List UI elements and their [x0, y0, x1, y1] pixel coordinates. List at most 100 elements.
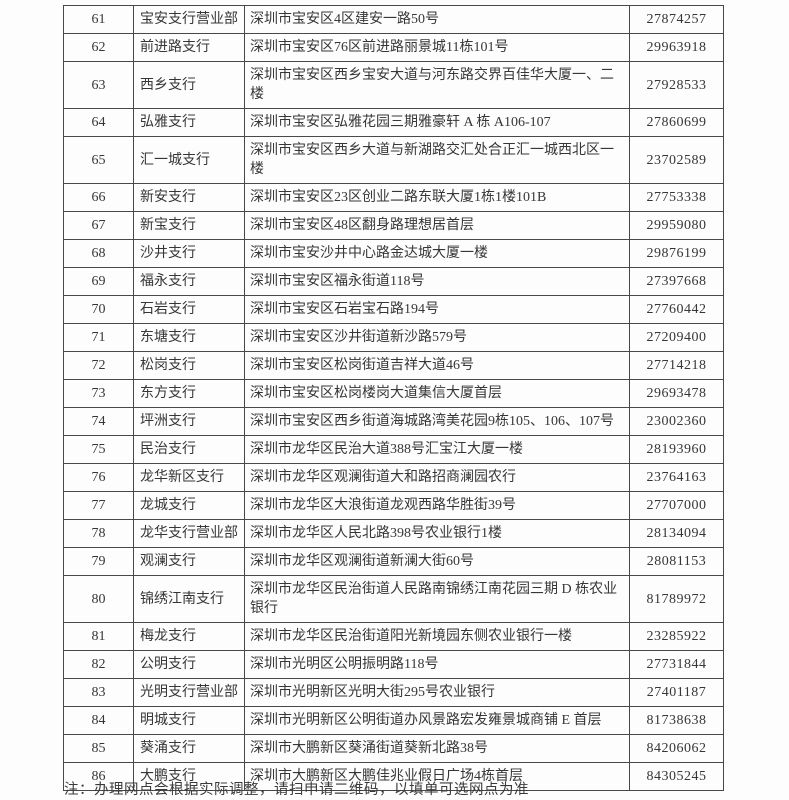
branch-row: 63 西乡支行 深圳市宝安区西乡宝安大道与河东路交界百佳华大厦一、二楼 2792… [63, 61, 724, 109]
branch-name-cell: 观澜支行 [133, 547, 245, 576]
row-number-cell: 62 [63, 33, 134, 62]
branch-phone-cell: 27397668 [629, 267, 724, 296]
branch-address-cell: 深圳市宝安区西乡大道与新湖路交汇处合正汇一城西北区一楼 [244, 136, 630, 184]
branch-address-cell: 深圳市宝安沙井中心路金达城大厦一楼 [244, 239, 630, 268]
branch-address-cell: 深圳市宝安区松岗街道吉祥大道46号 [244, 351, 630, 380]
branch-phone-cell: 28081153 [629, 547, 724, 576]
branch-address-cell: 深圳市龙华区大浪街道龙观西路华胜街39号 [244, 491, 630, 520]
branch-name-cell: 梅龙支行 [133, 622, 245, 651]
row-number-cell: 63 [63, 61, 134, 109]
branch-phone-cell: 27928533 [629, 61, 724, 109]
branch-phone-cell: 27707000 [629, 491, 724, 520]
branch-name-cell: 坪洲支行 [133, 407, 245, 436]
row-number-cell: 78 [63, 519, 134, 548]
branch-phone-cell: 84305245 [629, 762, 724, 791]
branch-row: 79 观澜支行 深圳市龙华区观澜街道新澜大街60号 28081153 [63, 547, 724, 576]
branch-address-cell: 深圳市龙华区人民北路398号农业银行1楼 [244, 519, 630, 548]
branch-row: 74 坪洲支行 深圳市宝安区西乡街道海城路湾美花园9栋105、106、107号 … [63, 407, 724, 436]
branch-phone-cell: 29876199 [629, 239, 724, 268]
branch-address-cell: 深圳市宝安区23区创业二路东联大厦1栋1楼101B [244, 183, 630, 212]
branch-address-cell: 深圳市宝安区西乡街道海城路湾美花园9栋105、106、107号 [244, 407, 630, 436]
row-number-cell: 64 [63, 108, 134, 137]
branch-row: 76 龙华新区支行 深圳市龙华区观澜街道大和路招商澜园农行 23764163 [63, 463, 724, 492]
branch-address-cell: 深圳市宝安区弘雅花园三期雅豪轩 A 栋 A106-107 [244, 108, 630, 137]
row-number-cell: 77 [63, 491, 134, 520]
branch-name-cell: 新安支行 [133, 183, 245, 212]
branch-name-cell: 龙华新区支行 [133, 463, 245, 492]
branch-row: 72 松岗支行 深圳市宝安区松岗街道吉祥大道46号 27714218 [63, 351, 724, 380]
branch-phone-cell: 27209400 [629, 323, 724, 352]
bank-branch-table: 61 宝安支行营业部 深圳市宝安区4区建安一路50号 27874257 62 前… [63, 5, 724, 791]
branch-name-cell: 龙城支行 [133, 491, 245, 520]
row-number-cell: 70 [63, 295, 134, 324]
branch-row: 71 东塘支行 深圳市宝安区沙井街道新沙路579号 27209400 [63, 323, 724, 352]
branch-name-cell: 石岩支行 [133, 295, 245, 324]
row-number-cell: 76 [63, 463, 134, 492]
row-number-cell: 80 [63, 575, 134, 623]
row-number-cell: 61 [63, 5, 134, 34]
branch-row: 66 新安支行 深圳市宝安区23区创业二路东联大厦1栋1楼101B 277533… [63, 183, 724, 212]
row-number-cell: 74 [63, 407, 134, 436]
row-number-cell: 79 [63, 547, 134, 576]
branch-address-cell: 深圳市宝安区沙井街道新沙路579号 [244, 323, 630, 352]
branch-row: 77 龙城支行 深圳市龙华区大浪街道龙观西路华胜街39号 27707000 [63, 491, 724, 520]
branch-address-cell: 深圳市大鹏新区葵涌街道葵新北路38号 [244, 734, 630, 763]
branch-row: 70 石岩支行 深圳市宝安区石岩宝石路194号 27760442 [63, 295, 724, 324]
branch-address-cell: 深圳市宝安区石岩宝石路194号 [244, 295, 630, 324]
branch-row: 69 福永支行 深圳市宝安区福永街道118号 27397668 [63, 267, 724, 296]
row-number-cell: 81 [63, 622, 134, 651]
branch-address-cell: 深圳市宝安区松岗楼岗大道集信大厦首层 [244, 379, 630, 408]
table-body: 61 宝安支行营业部 深圳市宝安区4区建安一路50号 27874257 62 前… [63, 5, 724, 791]
branch-name-cell: 明城支行 [133, 706, 245, 735]
branch-row: 62 前进路支行 深圳市宝安区76区前进路丽景城11栋101号 29963918 [63, 33, 724, 62]
branch-row: 78 龙华支行营业部 深圳市龙华区人民北路398号农业银行1楼 28134094 [63, 519, 724, 548]
branch-phone-cell: 23702589 [629, 136, 724, 184]
branch-address-cell: 深圳市宝安区福永街道118号 [244, 267, 630, 296]
row-number-cell: 71 [63, 323, 134, 352]
branch-phone-cell: 29959080 [629, 211, 724, 240]
branch-row: 84 明城支行 深圳市光明新区公明街道办风景路宏发雍景城商铺 E 首层 8173… [63, 706, 724, 735]
row-number-cell: 85 [63, 734, 134, 763]
branch-row: 73 东方支行 深圳市宝安区松岗楼岗大道集信大厦首层 29693478 [63, 379, 724, 408]
row-number-cell: 75 [63, 435, 134, 464]
branch-name-cell: 沙井支行 [133, 239, 245, 268]
branch-name-cell: 锦绣江南支行 [133, 575, 245, 623]
branch-row: 86 大鹏支行 深圳市大鹏新区大鹏佳兆业假日广场4栋首层 84305245 [63, 762, 724, 791]
row-number-cell: 83 [63, 678, 134, 707]
row-number-cell: 66 [63, 183, 134, 212]
branch-name-cell: 前进路支行 [133, 33, 245, 62]
branch-name-cell: 东方支行 [133, 379, 245, 408]
branch-address-cell: 深圳市宝安区48区翻身路理想居首层 [244, 211, 630, 240]
branch-row: 61 宝安支行营业部 深圳市宝安区4区建安一路50号 27874257 [63, 5, 724, 34]
footnote: 注：办理网点会根据实际调整，请扫申请二维码，以填单可选网点为准 [64, 782, 529, 798]
branch-name-cell: 民治支行 [133, 435, 245, 464]
branch-address-cell: 深圳市宝安区西乡宝安大道与河东路交界百佳华大厦一、二楼 [244, 61, 630, 109]
branch-address-cell: 深圳市光明新区公明街道办风景路宏发雍景城商铺 E 首层 [244, 706, 630, 735]
branch-name-cell: 汇一城支行 [133, 136, 245, 184]
branch-phone-cell: 27731844 [629, 650, 724, 679]
branch-phone-cell: 27401187 [629, 678, 724, 707]
row-number-cell: 86 [63, 762, 134, 791]
branch-row: 85 葵涌支行 深圳市大鹏新区葵涌街道葵新北路38号 84206062 [63, 734, 724, 763]
branch-phone-cell: 28193960 [629, 435, 724, 464]
branch-name-cell: 宝安支行营业部 [133, 5, 245, 34]
row-number-cell: 69 [63, 267, 134, 296]
branch-phone-cell: 81738638 [629, 706, 724, 735]
branch-name-cell: 龙华支行营业部 [133, 519, 245, 548]
branch-name-cell: 新宝支行 [133, 211, 245, 240]
branch-name-cell: 葵涌支行 [133, 734, 245, 763]
branch-phone-cell: 29963918 [629, 33, 724, 62]
branch-phone-cell: 27760442 [629, 295, 724, 324]
branch-row: 83 光明支行营业部 深圳市光明新区光明大街295号农业银行 27401187 [63, 678, 724, 707]
branch-address-cell: 深圳市龙华区民治街道人民路南锦绣江南花园三期 D 栋农业银行 [244, 575, 630, 623]
branch-address-cell: 深圳市宝安区76区前进路丽景城11栋101号 [244, 33, 630, 62]
branch-phone-cell: 23002360 [629, 407, 724, 436]
branch-phone-cell: 27714218 [629, 351, 724, 380]
branch-address-cell: 深圳市龙华区民治街道阳光新境园东侧农业银行一楼 [244, 622, 630, 651]
branch-phone-cell: 27860699 [629, 108, 724, 137]
branch-phone-cell: 28134094 [629, 519, 724, 548]
branch-row: 82 公明支行 深圳市光明区公明振明路118号 27731844 [63, 650, 724, 679]
branch-row: 64 弘雅支行 深圳市宝安区弘雅花园三期雅豪轩 A 栋 A106-107 278… [63, 108, 724, 137]
row-number-cell: 72 [63, 351, 134, 380]
